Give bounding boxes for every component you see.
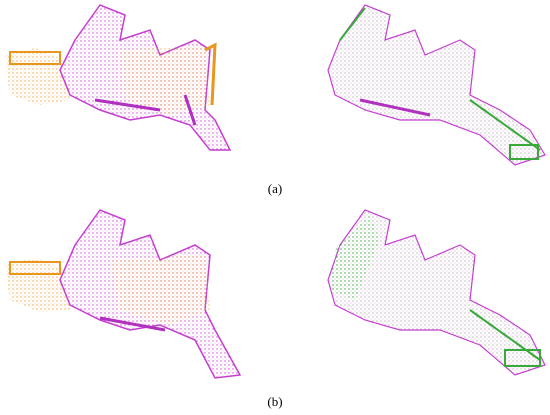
panel-caption: (b) [267, 394, 282, 409]
point-cloud-a-left [5, 4, 232, 151]
point-cloud-b-left [5, 209, 242, 379]
point-cloud-b-right [327, 209, 546, 376]
point-cloud-a-right [327, 4, 546, 166]
panel-caption: (a) [268, 181, 282, 196]
